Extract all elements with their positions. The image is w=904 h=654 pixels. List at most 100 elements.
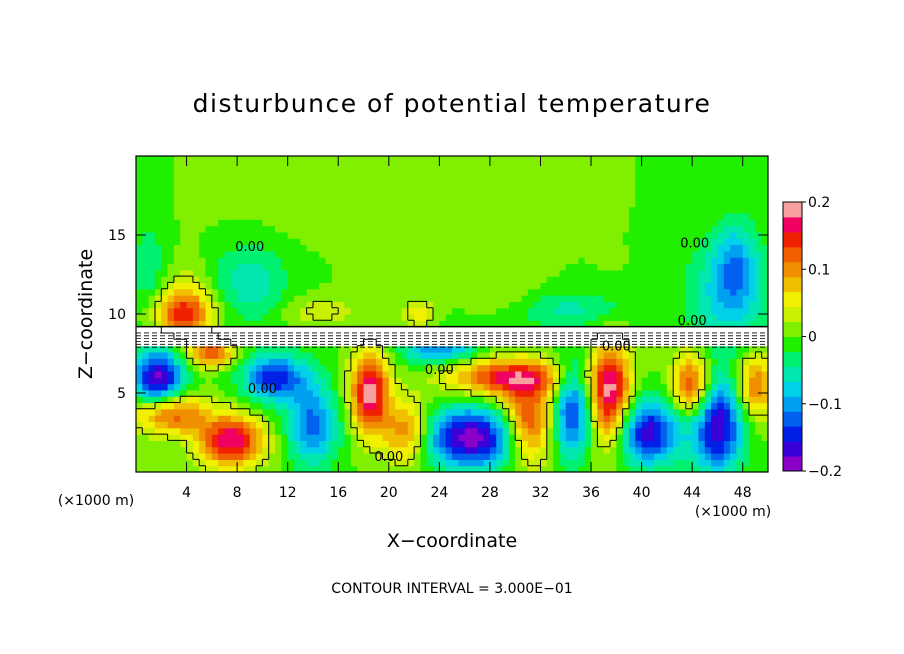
field-cell <box>673 320 681 328</box>
field-cell <box>338 453 346 460</box>
field-cell <box>679 377 687 385</box>
field-cell <box>483 244 491 252</box>
field-cell <box>325 156 333 163</box>
field-cell <box>275 206 282 214</box>
field-cell <box>338 358 346 366</box>
field-cell <box>167 415 175 423</box>
field-cell <box>496 225 504 233</box>
field-cell <box>717 345 725 353</box>
field-cell <box>363 307 371 315</box>
field-cell <box>496 351 504 359</box>
field-cell <box>382 326 390 334</box>
field-cell <box>572 238 579 246</box>
field-cell <box>218 276 226 283</box>
field-cell <box>312 225 320 233</box>
field-cell <box>294 250 301 258</box>
field-cell <box>357 459 365 467</box>
field-cell <box>591 250 598 258</box>
field-cell <box>395 358 403 366</box>
field-cell <box>647 459 655 467</box>
field-cell <box>262 351 270 359</box>
field-cell <box>546 301 554 309</box>
field-cell <box>192 168 200 176</box>
field-cell <box>628 307 636 315</box>
field-cell <box>331 250 339 258</box>
field-cell <box>407 231 415 239</box>
field-cell <box>597 257 605 265</box>
field-cell <box>426 250 434 258</box>
field-cell <box>553 301 561 309</box>
field-cell <box>331 244 339 252</box>
field-cell <box>660 446 668 454</box>
field-cell <box>287 377 295 385</box>
field-cell <box>647 238 655 246</box>
field-cell <box>730 225 737 233</box>
field-cell <box>275 174 282 182</box>
field-cell <box>660 326 668 334</box>
field-cell <box>730 421 737 429</box>
field-cell <box>439 219 447 227</box>
field-cell <box>344 269 352 277</box>
field-cell <box>388 219 396 227</box>
field-cell <box>433 320 440 328</box>
field-cell <box>230 307 238 315</box>
field-cell <box>584 206 592 214</box>
field-cell <box>167 282 175 290</box>
field-cell <box>477 212 485 220</box>
field-cell <box>407 301 415 309</box>
field-cell <box>546 358 554 366</box>
field-cell <box>186 370 194 378</box>
field-cell <box>224 396 232 404</box>
field-cell <box>262 459 270 467</box>
field-cell <box>603 427 611 435</box>
field-cell <box>256 181 263 189</box>
field-cell <box>540 168 548 176</box>
field-cell <box>654 427 662 435</box>
field-cell <box>610 415 617 423</box>
field-cell <box>426 238 434 246</box>
field-cell <box>306 212 314 220</box>
field-cell <box>546 257 554 265</box>
field-cell <box>572 434 579 441</box>
field-cell <box>433 269 440 277</box>
field-cell <box>761 219 768 227</box>
field-cell <box>717 332 725 340</box>
field-cell <box>685 156 693 163</box>
field-cell <box>262 212 270 220</box>
field-cell <box>319 193 327 201</box>
field-cell <box>262 396 270 404</box>
field-cell <box>553 200 561 208</box>
field-cell <box>180 295 188 302</box>
field-cell <box>572 332 579 340</box>
field-cell <box>192 238 200 246</box>
field-cell <box>572 301 579 309</box>
field-cell <box>508 377 516 385</box>
field-cell <box>319 282 327 290</box>
field-cell <box>382 421 390 429</box>
field-cell <box>142 168 150 176</box>
field-cell <box>610 206 617 214</box>
field-cell <box>420 453 428 460</box>
field-cell <box>502 288 510 296</box>
field-cell <box>445 326 453 334</box>
field-cell <box>704 156 712 163</box>
field-cell <box>597 440 605 448</box>
field-cell <box>433 421 440 429</box>
field-cell <box>723 168 731 176</box>
field-cell <box>730 269 737 277</box>
field-cell <box>470 231 478 239</box>
field-cell <box>470 174 478 182</box>
field-cell <box>565 231 573 239</box>
field-cell <box>186 250 194 258</box>
field-cell <box>281 282 289 290</box>
field-cell <box>173 370 181 378</box>
field-cell <box>616 200 624 208</box>
field-cell <box>452 206 459 214</box>
field-cell <box>445 168 453 176</box>
field-cell <box>521 162 529 170</box>
field-cell <box>224 162 232 170</box>
field-cell <box>338 446 346 454</box>
field-cell <box>749 383 756 391</box>
field-cell <box>369 402 377 410</box>
field-cell <box>350 415 358 423</box>
